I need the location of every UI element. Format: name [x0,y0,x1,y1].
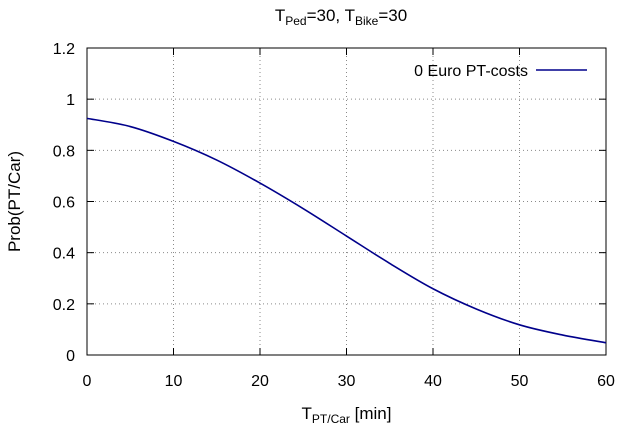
chart-title: TPed=30, TBike=30 [275,6,407,28]
title-main: T [275,6,285,25]
x-tick-label: 30 [338,373,356,390]
x-tick-label: 10 [165,373,183,390]
x-tick-label: 40 [424,373,442,390]
x-tick-label: 50 [511,373,529,390]
y-tick-label: 0.6 [53,195,75,212]
series-line [86,117,607,344]
title-sub-bike: Bike [355,14,379,28]
legend: 0 Euro PT-costs [414,63,587,80]
x-tick-label: 0 [83,373,92,390]
x-tick-label: 60 [597,373,615,390]
title-sub-ped: Ped [285,14,306,28]
x-label-tail: [min] [350,404,392,423]
y-tick-label: 1 [66,92,75,109]
title-mid: =30, T [307,6,355,25]
y-tick-label: 0 [66,348,75,365]
y-tick-label: 0.2 [53,297,75,314]
grid [87,48,606,355]
x-label-main: T [302,404,312,423]
y-tick-label: 0.4 [53,246,75,263]
x-axis-label: TPT/Car [min] [302,404,392,426]
series-group [86,117,607,344]
y-tick-label: 0.8 [53,143,75,160]
x-label-sub: PT/Car [312,412,350,426]
legend-label: 0 Euro PT-costs [414,63,528,80]
title-tail: =30 [378,6,407,25]
tick-labels: 0 10 20 30 40 50 60 0 0.2 0.4 0.6 0.8 1 1.2 [53,41,615,390]
x-tick-label: 20 [251,373,269,390]
y-tick-label: 1.2 [53,41,75,58]
plot-frame [86,47,607,356]
y-axis-label: Prob(PT/Car) [5,151,24,252]
